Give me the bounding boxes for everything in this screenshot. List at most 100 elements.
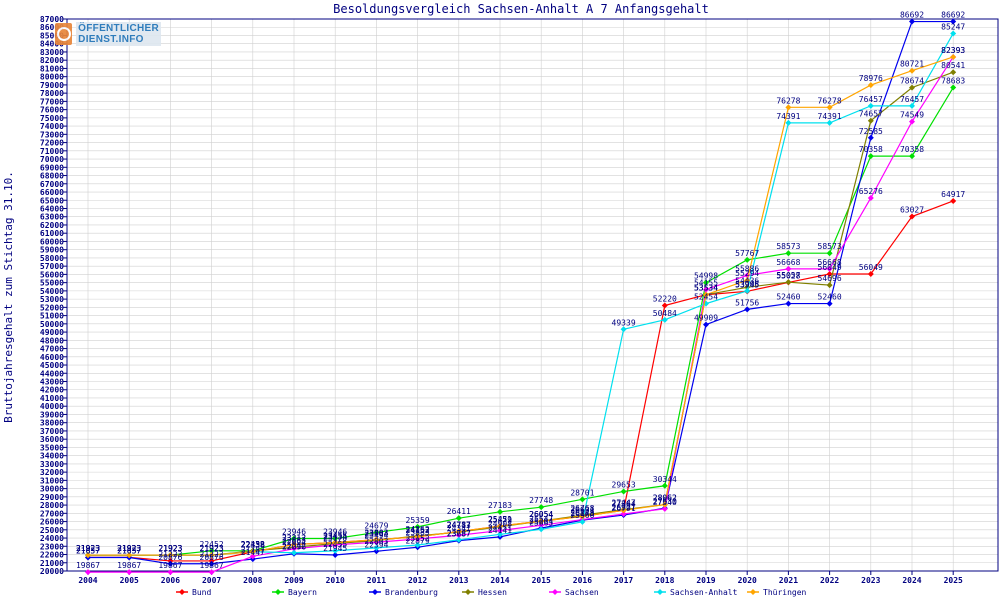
y-tick-label: 68000 xyxy=(40,172,64,181)
data-point xyxy=(538,526,545,533)
y-tick-label: 45000 xyxy=(40,361,64,370)
data-label: 26411 xyxy=(447,507,471,516)
legend-item: Sachsen-Anhalt xyxy=(654,588,738,597)
series-sachsen-anhalt xyxy=(85,30,957,559)
data-point xyxy=(950,197,957,204)
data-point xyxy=(291,535,297,542)
legend-label: Brandenburg xyxy=(385,588,438,597)
data-point xyxy=(785,104,792,111)
y-tick-label: 83000 xyxy=(40,48,64,57)
data-label: 80541 xyxy=(941,61,965,70)
series-th-ringen xyxy=(85,53,957,559)
data-label: 51756 xyxy=(735,298,759,307)
x-tick-label: 2007 xyxy=(202,576,221,585)
data-point xyxy=(208,552,215,559)
data-label: 55057 xyxy=(776,271,800,280)
data-label: 22394 xyxy=(364,540,388,549)
data-point xyxy=(332,535,339,542)
data-label: 26791 xyxy=(612,504,636,513)
y-tick-label: 20000 xyxy=(40,567,64,576)
data-point xyxy=(208,560,215,567)
legend-label: Bayern xyxy=(288,588,317,597)
data-point xyxy=(950,84,957,91)
logo-line-1: ÖFFENTLICHER xyxy=(78,23,159,34)
data-label: 21637 xyxy=(117,547,141,556)
data-point xyxy=(167,569,174,576)
x-tick-label: 2009 xyxy=(284,576,303,585)
data-label: 27630 xyxy=(653,497,677,506)
data-label: 74549 xyxy=(900,111,924,120)
series-line xyxy=(88,56,954,573)
data-label: 23494 xyxy=(364,531,388,540)
data-label: 53996 xyxy=(735,280,759,289)
data-label: 23170 xyxy=(323,534,347,543)
data-label: 21923 xyxy=(117,544,141,553)
data-label: 76278 xyxy=(818,96,842,105)
x-tick-label: 2014 xyxy=(490,576,509,585)
data-point xyxy=(373,548,380,555)
data-label: 78976 xyxy=(859,74,883,83)
data-label: 53945 xyxy=(735,280,759,289)
y-tick-label: 61000 xyxy=(40,229,64,238)
x-tick-label: 2016 xyxy=(573,576,592,585)
data-point xyxy=(950,69,957,76)
data-label: 27183 xyxy=(488,501,512,510)
data-label: 58573 xyxy=(818,242,842,251)
x-tick-label: 2023 xyxy=(861,576,880,585)
data-point xyxy=(291,549,297,556)
data-label: 56668 xyxy=(776,258,800,267)
data-label: 26631 xyxy=(570,505,594,514)
data-label: 21923 xyxy=(200,544,224,553)
data-point xyxy=(661,316,668,323)
data-point xyxy=(826,104,833,111)
data-label: 28701 xyxy=(570,488,594,497)
y-tick-label: 54000 xyxy=(40,287,64,296)
y-tick-label: 69000 xyxy=(40,163,64,172)
data-point xyxy=(826,119,833,126)
y-tick-label: 86000 xyxy=(40,23,64,32)
series-line xyxy=(88,56,954,556)
y-tick-label: 79000 xyxy=(40,81,64,90)
data-label: 21787 xyxy=(241,545,265,554)
data-label: 53534 xyxy=(694,284,718,293)
data-point xyxy=(373,536,380,543)
y-axis-label: Bruttojahresgehalt zum Stichtag 31.10. xyxy=(2,171,15,423)
data-label: 21923 xyxy=(158,544,182,553)
legend-swatch-marker xyxy=(552,589,558,595)
data-label: 86692 xyxy=(900,11,924,20)
y-tick-label: 43000 xyxy=(40,378,64,387)
data-point xyxy=(867,270,874,277)
data-label: 26054 xyxy=(529,510,553,519)
data-label: 56668 xyxy=(818,258,842,267)
data-point xyxy=(909,153,915,160)
data-point xyxy=(909,84,915,91)
y-tick-label: 41000 xyxy=(40,394,64,403)
legend-item: Sachsen xyxy=(549,588,599,597)
data-point xyxy=(909,18,915,25)
data-point xyxy=(620,507,627,514)
y-tick-label: 85000 xyxy=(40,31,64,40)
data-label: 25960 xyxy=(570,511,594,520)
data-label: 52460 xyxy=(818,293,842,302)
y-tick-label: 24000 xyxy=(40,534,64,543)
data-label: 19867 xyxy=(117,561,141,570)
data-label: 52460 xyxy=(776,293,800,302)
y-tick-label: 53000 xyxy=(40,295,64,304)
data-label: 56049 xyxy=(859,263,883,272)
x-tick-label: 2019 xyxy=(696,576,715,585)
data-label: 23334 xyxy=(323,533,347,542)
data-label: 24451 xyxy=(488,523,512,532)
y-tick-label: 42000 xyxy=(40,386,64,395)
legend-swatch-marker xyxy=(179,589,185,595)
data-label: 23152 xyxy=(406,534,430,543)
data-point xyxy=(249,553,256,560)
data-point xyxy=(826,250,833,257)
data-label: 21923 xyxy=(117,544,141,553)
data-point xyxy=(785,119,792,126)
data-point xyxy=(826,282,833,289)
data-label: 54155 xyxy=(694,279,718,288)
y-tick-label: 84000 xyxy=(40,40,64,49)
data-point xyxy=(414,533,421,540)
y-tick-label: 46000 xyxy=(40,353,64,362)
